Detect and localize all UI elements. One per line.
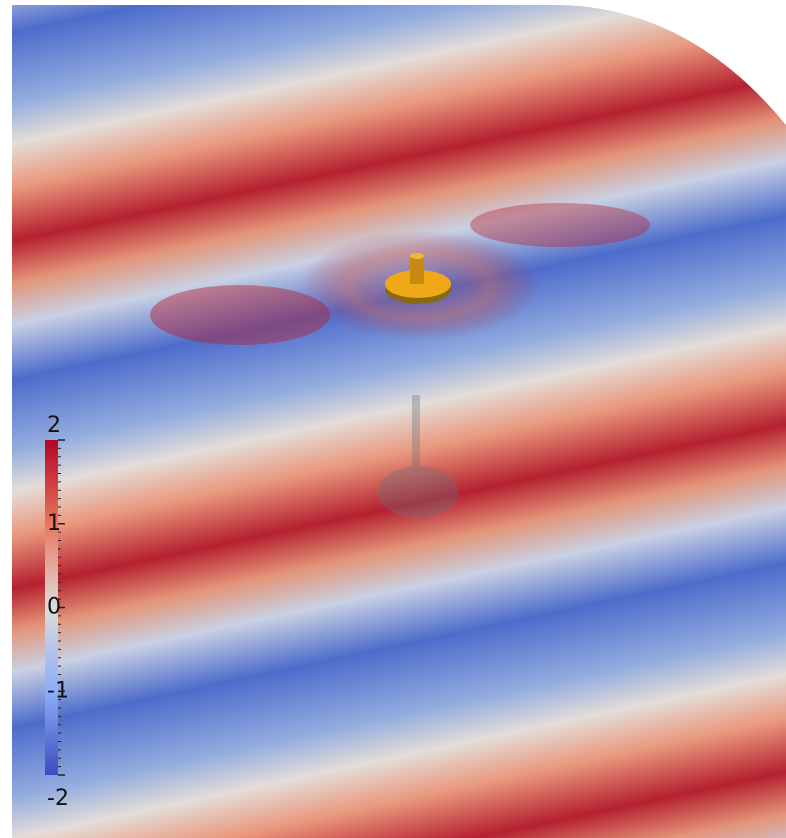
wave-surface (0, 0, 786, 838)
render-view: 2 1 0 -1 -2 (0, 0, 786, 838)
colorbar-tick-label: -2 (47, 786, 69, 811)
colorbar-tick-label: 0 (47, 595, 61, 620)
page: 210-1-2 (() => { const data = JSON.parse… (0, 0, 786, 838)
colorbar-tick-label: -1 (47, 678, 69, 703)
colorbar-tick-label: 1 (47, 511, 61, 536)
colorbar-tick-label: 2 (47, 413, 61, 438)
